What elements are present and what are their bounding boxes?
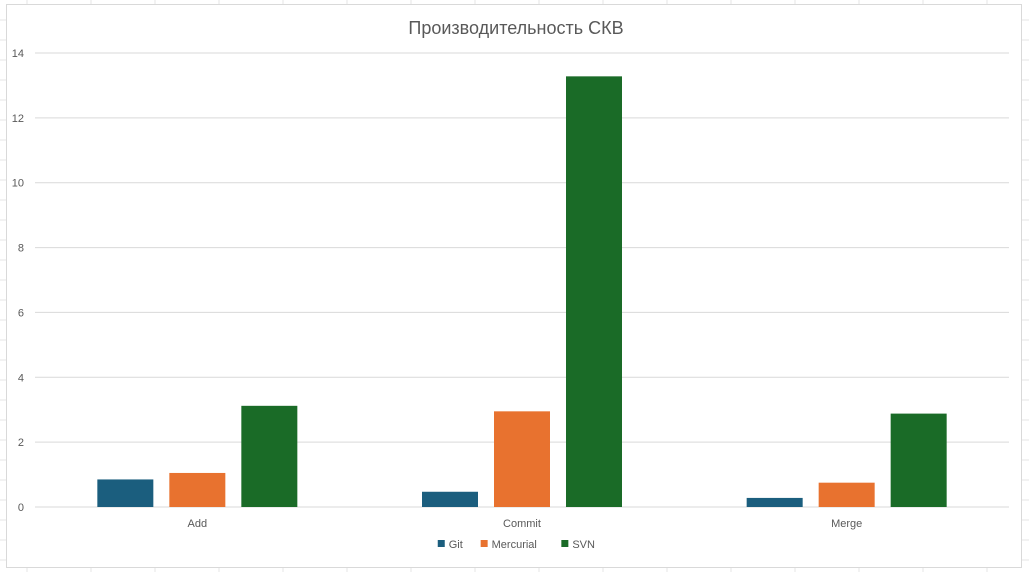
x-tick-label: Merge [831,518,862,530]
legend-swatch-mercurial [480,540,488,547]
bar-mercurial-commit[interactable] [494,411,550,507]
bar-git-merge[interactable] [746,497,803,507]
y-tick-label: 6 [18,307,24,319]
y-tick-label: 10 [12,178,24,190]
bar-mercurial-merge[interactable] [818,482,875,507]
y-tick-label: 14 [12,48,24,60]
bar-svn-add[interactable] [241,405,298,507]
legend-label-git: Git [449,539,463,551]
x-axis-ticks: Add Commit Merge [188,518,863,530]
y-tick-label: 8 [18,243,24,255]
y-tick-label: 2 [18,437,24,449]
legend-swatch-svn [561,540,569,547]
chart-svg: Производительность СКВ 0 2 4 6 8 10 12 14 Add Co… [12,18,1009,551]
y-tick-label: 4 [18,372,24,384]
bar-git-add[interactable] [97,479,154,507]
y-tick-label: 12 [12,113,24,125]
legend-label-svn: SVN [572,539,595,551]
bar-svn-commit[interactable] [566,76,622,507]
x-tick-label: Add [188,518,208,530]
y-tick-label: 0 [18,502,24,514]
bars [97,76,947,507]
bar-svn-merge[interactable] [890,413,947,507]
x-tick-label: Commit [503,518,541,530]
chart-title: Производительность СКВ [408,18,623,38]
y-axis-ticks: 0 2 4 6 8 10 12 14 [12,48,24,514]
chart-area[interactable]: Производительность СКВ 0 2 4 6 8 10 12 14 Add Co… [6,4,1022,568]
legend-swatch-git [437,540,445,547]
bar-git-commit[interactable] [422,491,478,507]
legend: Git Mercurial SVN [437,539,595,551]
bar-mercurial-add[interactable] [169,472,226,507]
legend-label-mercurial: Mercurial [492,539,537,551]
